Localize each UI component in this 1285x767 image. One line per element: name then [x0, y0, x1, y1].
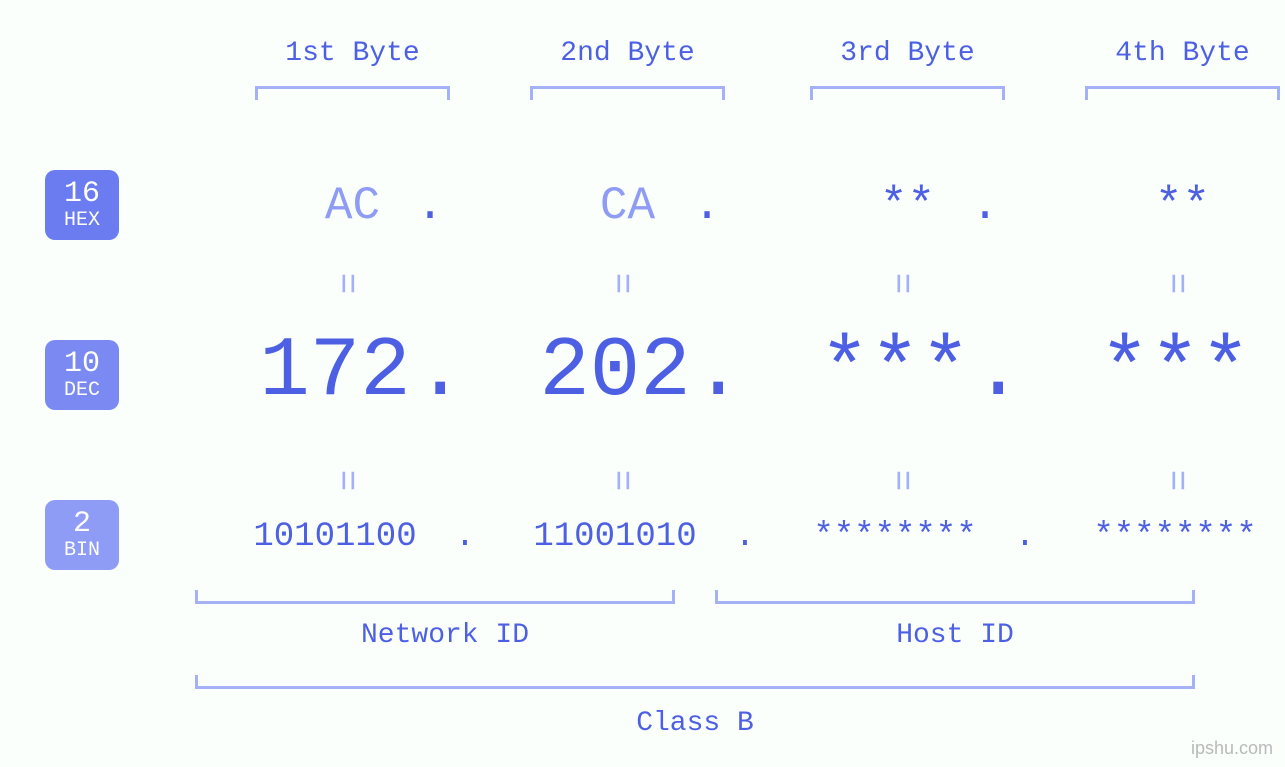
network-id-bracket: [195, 590, 675, 604]
byte-bracket-1: [255, 86, 450, 100]
host-id-bracket: [715, 590, 1195, 604]
bin-byte-3: ********: [765, 518, 1025, 556]
bin-byte-4: ********: [1045, 518, 1285, 556]
byte-header-1: 1st Byte: [255, 38, 450, 69]
bin-byte-1: 10101100: [205, 518, 465, 556]
network-id-label: Network ID: [345, 620, 545, 651]
eq-2-1: =: [325, 470, 366, 492]
badge-hex: 16 HEX: [45, 170, 119, 240]
bin-dot-2: .: [725, 518, 765, 556]
dec-dot-3: .: [973, 325, 1013, 420]
byte-header-4: 4th Byte: [1085, 38, 1280, 69]
class-bracket: [195, 675, 1195, 689]
badge-bin-txt: BIN: [64, 541, 100, 561]
eq-1-4: =: [1155, 273, 1196, 295]
byte-bracket-3: [810, 86, 1005, 100]
eq-2-4: =: [1155, 470, 1196, 492]
hex-byte-4: **: [1085, 180, 1280, 232]
dec-dot-2: .: [693, 325, 733, 420]
byte-bracket-4: [1085, 86, 1280, 100]
byte-bracket-2: [530, 86, 725, 100]
eq-2-2: =: [600, 470, 641, 492]
eq-1-1: =: [325, 273, 366, 295]
hex-dot-2: .: [677, 180, 737, 232]
dec-byte-4: ***: [1045, 325, 1285, 420]
badge-bin: 2 BIN: [45, 500, 119, 570]
eq-1-3: =: [880, 273, 921, 295]
bin-dot-1: .: [445, 518, 485, 556]
byte-header-2: 2nd Byte: [530, 38, 725, 69]
class-label: Class B: [615, 708, 775, 739]
eq-2-3: =: [880, 470, 921, 492]
bin-byte-2: 11001010: [485, 518, 745, 556]
host-id-label: Host ID: [875, 620, 1035, 651]
badge-hex-num: 16: [64, 179, 100, 209]
watermark: ipshu.com: [1191, 738, 1273, 759]
badge-dec-num: 10: [64, 349, 100, 379]
eq-1-2: =: [600, 273, 641, 295]
badge-dec-txt: DEC: [64, 381, 100, 401]
bin-dot-3: .: [1005, 518, 1045, 556]
hex-dot-3: .: [955, 180, 1015, 232]
badge-dec: 10 DEC: [45, 340, 119, 410]
hex-dot-1: .: [400, 180, 460, 232]
badge-bin-num: 2: [73, 509, 91, 539]
badge-hex-txt: HEX: [64, 211, 100, 231]
dec-dot-1: .: [415, 325, 455, 420]
byte-header-3: 3rd Byte: [810, 38, 1005, 69]
